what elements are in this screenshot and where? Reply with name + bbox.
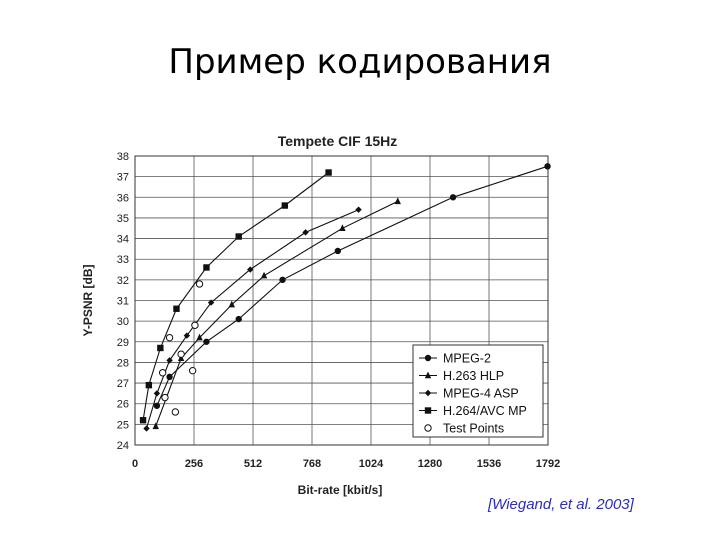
citation: [Wiegand, et al. 2003] (488, 496, 634, 513)
x-tick-label: 0 (132, 458, 138, 470)
y-tick-label: 29 (117, 337, 129, 349)
data-point-s5 (158, 369, 167, 377)
data-point-s1 (279, 276, 286, 284)
data-point-s4 (325, 169, 332, 176)
legend-label: H.264/AVC MP (443, 404, 527, 418)
y-tick-label: 26 (117, 399, 129, 411)
y-tick-label: 28 (117, 357, 129, 369)
data-point-s4 (173, 305, 180, 312)
data-point-s2 (260, 271, 268, 279)
data-point-s1 (235, 315, 242, 323)
data-point-s3 (166, 357, 173, 364)
legend-marker (424, 371, 432, 379)
data-point-s4 (145, 381, 153, 389)
legend-label: MPEG-4 ASP (443, 387, 519, 401)
y-tick-label: 37 (117, 172, 129, 184)
x-tick-label: 1792 (536, 458, 560, 470)
data-point-s5 (188, 366, 197, 375)
series-line-1 (156, 165, 548, 407)
data-point-s3 (355, 206, 362, 213)
x-tick-label: 1536 (477, 458, 501, 470)
legend-marker (424, 424, 432, 432)
data-point-s3 (143, 425, 150, 432)
y-tick-label: 38 (117, 151, 129, 163)
data-point-s4 (203, 264, 210, 271)
data-point-s3 (153, 390, 161, 397)
y-tick-label: 35 (117, 213, 129, 225)
data-point-s5 (171, 408, 180, 416)
data-point-s2 (152, 422, 159, 430)
y-axis-label: Y-PSNR [dB] (81, 264, 95, 336)
data-point-s2 (339, 224, 346, 231)
data-point-s1 (153, 402, 161, 409)
y-tick-label: 27 (117, 378, 129, 390)
x-tick-label: 768 (303, 458, 321, 470)
legend-marker (424, 354, 432, 362)
series-line-2 (155, 200, 398, 427)
legend-marker (424, 407, 432, 414)
data-point-s3 (247, 266, 254, 273)
y-tick-label: 24 (117, 440, 129, 452)
chart-title: Tempete CIF 15Hz (278, 133, 398, 149)
data-point-s1 (203, 338, 210, 345)
data-point-s1 (544, 163, 551, 170)
data-point-s1 (334, 247, 342, 255)
plot-frame (134, 155, 549, 446)
y-tick-label: 31 (117, 296, 129, 308)
data-point-s2 (228, 300, 235, 308)
data-point-s1 (449, 194, 457, 201)
y-tick-label: 25 (117, 419, 129, 431)
legend-box (412, 344, 544, 438)
data-point-s4 (235, 233, 242, 240)
x-axis-label: Bit-rate [kbit/s] (298, 483, 383, 497)
x-tick-label: 256 (185, 458, 203, 470)
data-point-s3 (183, 332, 191, 339)
data-point-s5 (191, 321, 199, 329)
y-tick-label: 34 (117, 234, 129, 246)
y-tick-label: 30 (117, 316, 129, 328)
data-point-s5 (161, 393, 169, 402)
legend-marker (424, 389, 432, 397)
data-point-s2 (196, 333, 203, 341)
data-point-s5 (177, 350, 185, 358)
slide-title: Пример кодирования (168, 42, 552, 82)
data-point-s3 (302, 229, 309, 236)
legend-label: Test Points (443, 422, 504, 436)
data-point-s4 (139, 417, 147, 424)
series-line-4 (142, 172, 329, 421)
data-point-s1 (166, 373, 173, 381)
data-point-s5 (165, 333, 174, 342)
y-tick-label: 33 (117, 254, 129, 266)
x-tick-label: 1280 (418, 458, 442, 470)
data-point-s2 (394, 197, 401, 205)
data-point-s4 (157, 344, 164, 352)
y-tick-label: 36 (117, 192, 129, 204)
legend-label: MPEG-2 (443, 352, 491, 366)
data-point-s4 (281, 202, 289, 209)
legend-label: H.263 HLP (443, 369, 504, 383)
data-point-s3 (207, 299, 215, 306)
x-tick-label: 512 (244, 458, 262, 470)
y-tick-label: 32 (117, 275, 129, 287)
series-line-3 (145, 209, 359, 429)
data-point-s5 (195, 280, 204, 288)
x-tick-label: 1024 (359, 458, 384, 470)
